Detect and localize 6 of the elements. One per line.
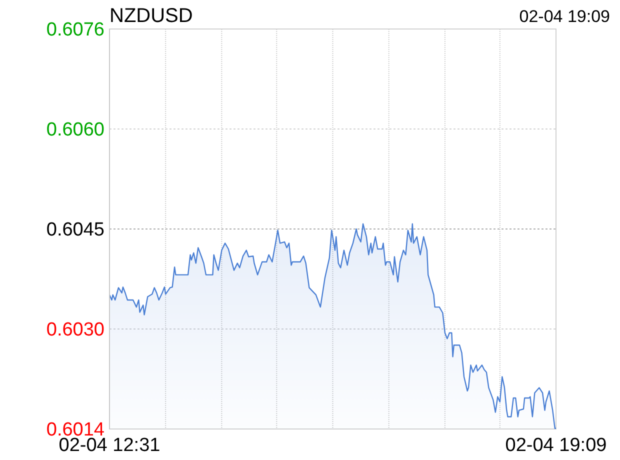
- y-tick-label: 0.6076: [46, 20, 104, 41]
- y-tick-label: 0.6030: [46, 320, 104, 341]
- y-tick-label: 0.6045: [46, 220, 104, 241]
- y-tick-label: 0.6060: [46, 120, 104, 141]
- text: 02-04 19:09: [519, 7, 610, 26]
- chart-title: NZDUSD: [110, 5, 193, 27]
